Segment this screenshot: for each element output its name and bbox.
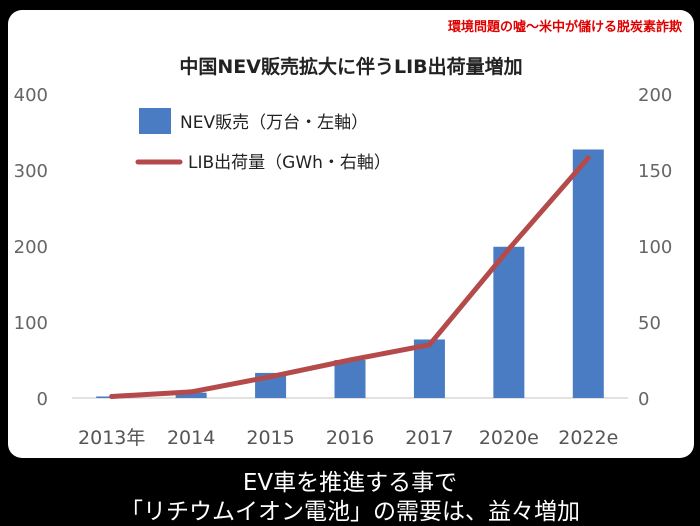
line-point bbox=[109, 393, 115, 399]
left-tick-label: 0 bbox=[37, 389, 48, 410]
x-tick-label: 2020e bbox=[479, 427, 539, 449]
caption-line-1: EV車を推進する事で bbox=[242, 470, 458, 496]
left-tick-label: 200 bbox=[14, 237, 48, 258]
right-tick-label: 150 bbox=[638, 161, 672, 182]
x-tick-label: 2013年 bbox=[78, 427, 145, 449]
left-tick-label: 300 bbox=[14, 161, 48, 182]
line-point bbox=[268, 374, 274, 380]
x-tick-label: 2017 bbox=[405, 427, 453, 449]
bar bbox=[493, 246, 525, 398]
caption-line-2: 「リチウムイオン電池」の需要は、益々増加 bbox=[120, 499, 580, 525]
right-tick-label: 50 bbox=[638, 313, 661, 334]
legend-bar-swatch bbox=[139, 108, 171, 134]
line-point bbox=[506, 246, 512, 252]
x-tick-label: 2016 bbox=[326, 427, 374, 449]
line-point bbox=[585, 155, 591, 161]
bar bbox=[572, 149, 604, 398]
right-tick-label: 100 bbox=[638, 237, 672, 258]
left-tick-label: 100 bbox=[14, 313, 48, 334]
bar bbox=[175, 392, 207, 398]
legend-bar-label: NEV販売（万台・左軸） bbox=[180, 113, 368, 133]
right-tick-label: 200 bbox=[638, 85, 672, 106]
x-tick-label: 2022e bbox=[558, 427, 618, 449]
combo-chart: 0 100 200 300 400 0 50 100 150 200 2013年 2014 2015 20… bbox=[14, 85, 673, 449]
line-point bbox=[347, 357, 353, 363]
x-tick-label: 2014 bbox=[167, 427, 215, 449]
chart-panel: 環境問題の嘘～米中が儲ける脱炭素詐欺 中国NEV販売拡大に伴うLIB出荷量増加 … bbox=[8, 10, 694, 458]
bar bbox=[334, 360, 366, 398]
line-point bbox=[426, 342, 432, 348]
header-note: 環境問題の嘘～米中が儲ける脱炭素詐欺 bbox=[447, 20, 682, 35]
left-tick-label: 400 bbox=[14, 85, 48, 106]
legend-line-label: LIB出荷量（GWh・右軸） bbox=[188, 153, 391, 173]
x-tick-label: 2015 bbox=[246, 427, 294, 449]
right-tick-label: 0 bbox=[638, 389, 649, 410]
line-point bbox=[188, 389, 194, 395]
chart-title: 中国NEV販売拡大に伴うLIB出荷量増加 bbox=[179, 56, 523, 78]
